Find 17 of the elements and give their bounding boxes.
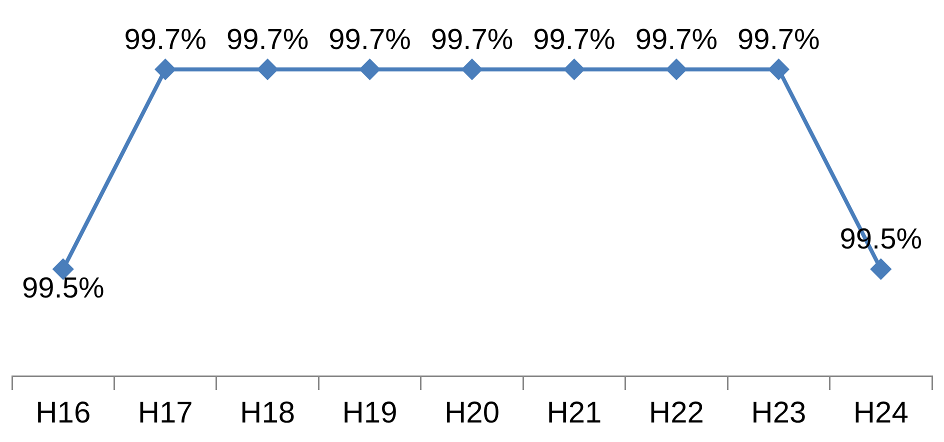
x-tick-label: H19 <box>342 396 398 430</box>
data-label: 99.7% <box>738 24 820 56</box>
x-tick-label: H16 <box>36 396 91 430</box>
data-label: 99.7% <box>430 24 514 56</box>
x-tick-label: H22 <box>648 396 704 430</box>
data-label: 99.7% <box>328 24 411 56</box>
x-tick-label: H23 <box>751 396 806 430</box>
x-tick-label: H20 <box>444 396 500 430</box>
data-label: 99.5% <box>22 272 104 305</box>
data-label: 99.7% <box>533 24 616 56</box>
x-tick-label: H24 <box>853 396 908 430</box>
x-tick-label: H21 <box>546 396 602 430</box>
x-tick-label: H18 <box>240 396 296 430</box>
data-label: 99.7% <box>226 24 309 56</box>
data-label: 99.7% <box>124 24 206 56</box>
x-tick-label: H17 <box>138 396 193 430</box>
data-label: 99.7% <box>635 24 718 56</box>
